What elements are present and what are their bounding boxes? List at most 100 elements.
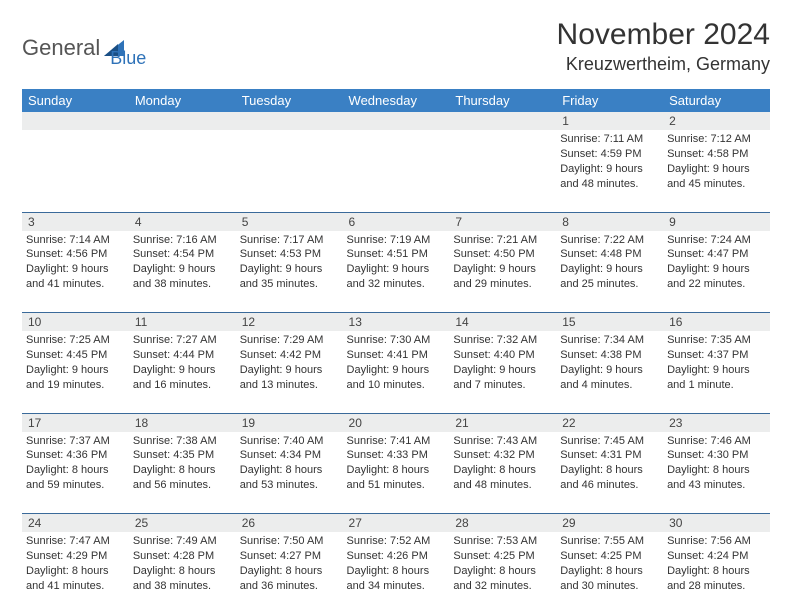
daylight-text: and 25 minutes. — [560, 277, 659, 292]
daylight-text: Daylight: 9 hours — [667, 262, 766, 277]
daylight-text: and 48 minutes. — [560, 177, 659, 192]
sunset-text: Sunset: 4:35 PM — [133, 448, 232, 463]
sunrise-text: Sunrise: 7:24 AM — [667, 233, 766, 248]
sunrise-text: Sunrise: 7:30 AM — [347, 333, 446, 348]
day-info: Sunrise: 7:38 AMSunset: 4:35 PMDaylight:… — [129, 432, 236, 499]
daylight-text: Daylight: 8 hours — [453, 463, 552, 478]
daylight-text: and 34 minutes. — [347, 579, 446, 594]
daylight-text: Daylight: 9 hours — [26, 262, 125, 277]
weekday-header: Tuesday — [236, 89, 343, 112]
daylight-text: and 13 minutes. — [240, 378, 339, 393]
daylight-text: Daylight: 9 hours — [240, 262, 339, 277]
day-info: Sunrise: 7:52 AMSunset: 4:26 PMDaylight:… — [343, 532, 450, 599]
day-info: Sunrise: 7:35 AMSunset: 4:37 PMDaylight:… — [663, 331, 770, 398]
sunset-text: Sunset: 4:24 PM — [667, 549, 766, 564]
title-block: November 2024 Kreuzwertheim, Germany — [557, 18, 770, 75]
daylight-text: and 32 minutes. — [453, 579, 552, 594]
daylight-text: Daylight: 8 hours — [240, 564, 339, 579]
daylight-text: and 38 minutes. — [133, 579, 232, 594]
day-info: Sunrise: 7:50 AMSunset: 4:27 PMDaylight:… — [236, 532, 343, 599]
sunset-text: Sunset: 4:37 PM — [667, 348, 766, 363]
sunset-text: Sunset: 4:25 PM — [560, 549, 659, 564]
sunrise-text: Sunrise: 7:34 AM — [560, 333, 659, 348]
day-number-cell: 8 — [556, 213, 663, 231]
day-number-cell: 17 — [22, 414, 129, 432]
day-info: Sunrise: 7:46 AMSunset: 4:30 PMDaylight:… — [663, 432, 770, 499]
sunset-text: Sunset: 4:41 PM — [347, 348, 446, 363]
daylight-text: Daylight: 9 hours — [133, 363, 232, 378]
day-info-row: Sunrise: 7:11 AMSunset: 4:59 PMDaylight:… — [22, 130, 770, 212]
day-number-cell: 26 — [236, 514, 343, 532]
daylight-text: and 28 minutes. — [667, 579, 766, 594]
daylight-text: Daylight: 9 hours — [667, 363, 766, 378]
sunrise-text: Sunrise: 7:53 AM — [453, 534, 552, 549]
day-number-cell — [22, 112, 129, 130]
logo-text-blue: Blue — [110, 48, 146, 69]
day-number-cell: 23 — [663, 414, 770, 432]
sunrise-text: Sunrise: 7:46 AM — [667, 434, 766, 449]
day-cell: Sunrise: 7:41 AMSunset: 4:33 PMDaylight:… — [343, 432, 450, 514]
daylight-text: Daylight: 9 hours — [453, 262, 552, 277]
sunrise-text: Sunrise: 7:27 AM — [133, 333, 232, 348]
day-info: Sunrise: 7:56 AMSunset: 4:24 PMDaylight:… — [663, 532, 770, 599]
day-cell: Sunrise: 7:34 AMSunset: 4:38 PMDaylight:… — [556, 331, 663, 413]
daylight-text: Daylight: 8 hours — [347, 564, 446, 579]
daylight-text: and 1 minute. — [667, 378, 766, 393]
day-number-cell: 13 — [343, 313, 450, 331]
day-number-cell: 3 — [22, 213, 129, 231]
day-info: Sunrise: 7:19 AMSunset: 4:51 PMDaylight:… — [343, 231, 450, 298]
day-info: Sunrise: 7:53 AMSunset: 4:25 PMDaylight:… — [449, 532, 556, 599]
day-info: Sunrise: 7:41 AMSunset: 4:33 PMDaylight:… — [343, 432, 450, 499]
day-number-cell — [129, 112, 236, 130]
day-cell: Sunrise: 7:19 AMSunset: 4:51 PMDaylight:… — [343, 231, 450, 313]
day-number-cell: 11 — [129, 313, 236, 331]
sunrise-text: Sunrise: 7:29 AM — [240, 333, 339, 348]
sunrise-text: Sunrise: 7:43 AM — [453, 434, 552, 449]
day-cell: Sunrise: 7:35 AMSunset: 4:37 PMDaylight:… — [663, 331, 770, 413]
day-cell: Sunrise: 7:40 AMSunset: 4:34 PMDaylight:… — [236, 432, 343, 514]
daylight-text: Daylight: 8 hours — [26, 463, 125, 478]
sunrise-text: Sunrise: 7:16 AM — [133, 233, 232, 248]
sunset-text: Sunset: 4:38 PM — [560, 348, 659, 363]
day-number-cell: 19 — [236, 414, 343, 432]
daylight-text: Daylight: 9 hours — [453, 363, 552, 378]
day-number-cell — [236, 112, 343, 130]
daylight-text: and 48 minutes. — [453, 478, 552, 493]
day-info: Sunrise: 7:11 AMSunset: 4:59 PMDaylight:… — [556, 130, 663, 197]
day-number-cell: 25 — [129, 514, 236, 532]
day-info-row: Sunrise: 7:47 AMSunset: 4:29 PMDaylight:… — [22, 532, 770, 614]
day-cell: Sunrise: 7:53 AMSunset: 4:25 PMDaylight:… — [449, 532, 556, 614]
daylight-text: and 35 minutes. — [240, 277, 339, 292]
sunset-text: Sunset: 4:58 PM — [667, 147, 766, 162]
sunrise-text: Sunrise: 7:32 AM — [453, 333, 552, 348]
daylight-text: and 56 minutes. — [133, 478, 232, 493]
daylight-text: Daylight: 9 hours — [560, 262, 659, 277]
daylight-text: and 59 minutes. — [26, 478, 125, 493]
day-number-cell — [449, 112, 556, 130]
day-number-cell: 14 — [449, 313, 556, 331]
daylight-text: and 4 minutes. — [560, 378, 659, 393]
day-cell: Sunrise: 7:16 AMSunset: 4:54 PMDaylight:… — [129, 231, 236, 313]
daylight-text: and 10 minutes. — [347, 378, 446, 393]
day-cell: Sunrise: 7:56 AMSunset: 4:24 PMDaylight:… — [663, 532, 770, 614]
daylight-text: and 7 minutes. — [453, 378, 552, 393]
daylight-text: Daylight: 8 hours — [26, 564, 125, 579]
daylight-text: and 36 minutes. — [240, 579, 339, 594]
daylight-text: Daylight: 9 hours — [667, 162, 766, 177]
day-info: Sunrise: 7:21 AMSunset: 4:50 PMDaylight:… — [449, 231, 556, 298]
day-info: Sunrise: 7:12 AMSunset: 4:58 PMDaylight:… — [663, 130, 770, 197]
weekday-header: Saturday — [663, 89, 770, 112]
day-number-cell: 12 — [236, 313, 343, 331]
sunrise-text: Sunrise: 7:35 AM — [667, 333, 766, 348]
sunrise-text: Sunrise: 7:22 AM — [560, 233, 659, 248]
sunrise-text: Sunrise: 7:37 AM — [26, 434, 125, 449]
day-cell: Sunrise: 7:30 AMSunset: 4:41 PMDaylight:… — [343, 331, 450, 413]
day-info: Sunrise: 7:40 AMSunset: 4:34 PMDaylight:… — [236, 432, 343, 499]
day-cell: Sunrise: 7:12 AMSunset: 4:58 PMDaylight:… — [663, 130, 770, 212]
sunrise-text: Sunrise: 7:17 AM — [240, 233, 339, 248]
sunset-text: Sunset: 4:42 PM — [240, 348, 339, 363]
daylight-text: and 29 minutes. — [453, 277, 552, 292]
sunset-text: Sunset: 4:30 PM — [667, 448, 766, 463]
day-number-cell: 7 — [449, 213, 556, 231]
daylight-text: Daylight: 8 hours — [133, 564, 232, 579]
